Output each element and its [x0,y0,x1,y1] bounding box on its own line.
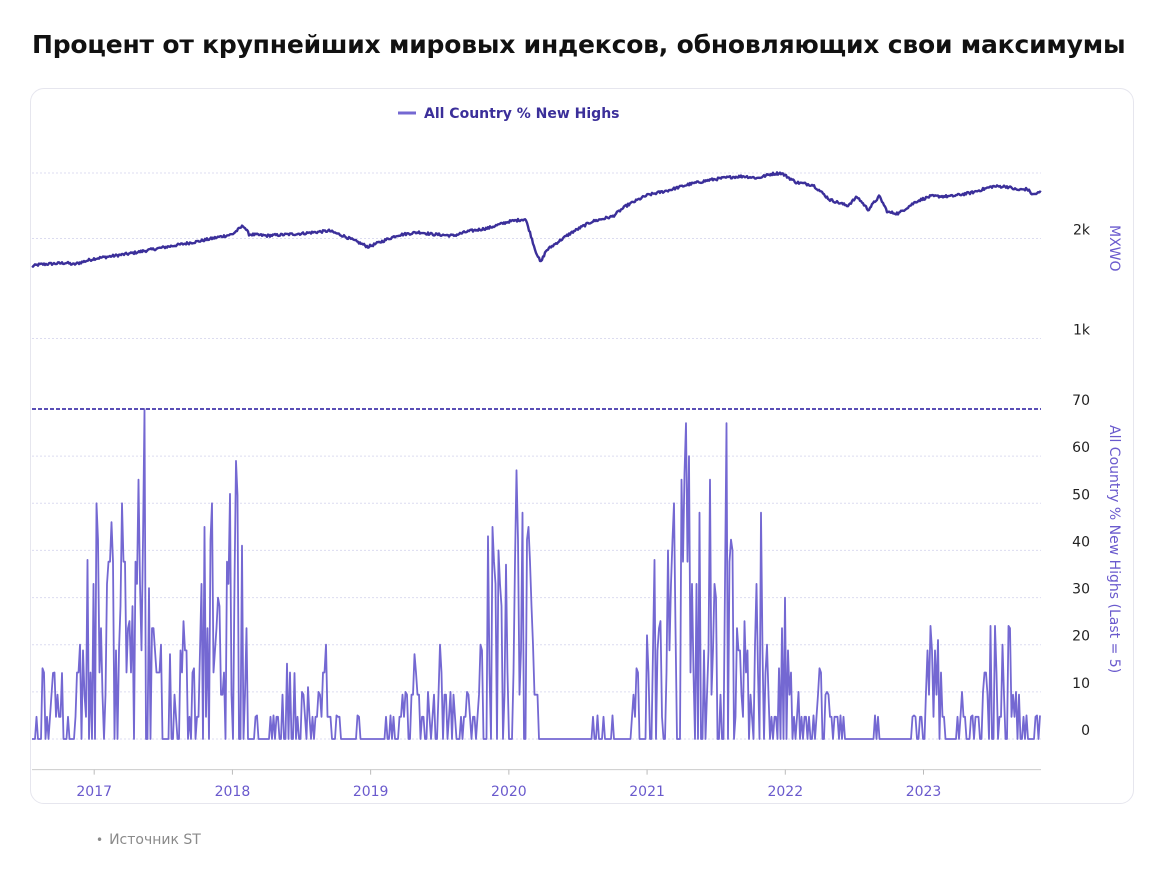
legend-label: All Country % New Highs [424,106,620,122]
bottom-y-ticks: 0 10 20 30 40 50 60 70 [1072,393,1090,739]
bottom-series [32,408,1041,740]
top-y-tick-label: 2k [1073,223,1091,239]
mxwo-series-line [31,171,1042,268]
x-tick-label: 2023 [906,784,942,800]
source-label: Источник ST [109,832,201,848]
source-note: • Источник ST [96,832,201,848]
bottom-y-tick-label: 70 [1072,393,1090,409]
chart-title: Процент от крупнейших мировых индексов, … [32,30,1126,59]
x-tick-label: 2020 [491,784,527,800]
top-y-axis-label: MXWO [1106,225,1122,272]
top-grid [32,172,1041,340]
top-series [31,171,1042,268]
bottom-y-tick-label: 10 [1072,676,1090,692]
bottom-y-tick-label: 20 [1072,629,1090,645]
x-tick-label: 2021 [629,784,665,800]
x-tick-label: 2017 [76,784,112,800]
bottom-y-tick-label: 30 [1072,582,1090,598]
bottom-y-axis-label: All Country % New Highs (Last = 5) [1106,425,1122,673]
bottom-y-tick-label: 60 [1072,440,1090,456]
x-axis: 2017 2018 2019 2020 2021 2022 2023 [76,769,942,800]
legend[interactable]: All Country % New Highs [398,106,620,122]
chart-card [30,88,1134,804]
x-tick-label: 2019 [353,784,389,800]
new-highs-series-line [32,408,1041,740]
top-y-ticks: 1k 2k [1073,223,1091,339]
source-bullet: • [96,833,104,847]
top-y-tick-label: 1k [1073,323,1091,339]
x-tick-label: 2022 [767,784,803,800]
bottom-y-tick-label: 50 [1072,487,1090,503]
bottom-grid [32,455,1041,771]
x-tick-label: 2018 [215,784,251,800]
bottom-y-tick-label: 40 [1072,534,1090,550]
bottom-y-tick-label: 0 [1081,723,1090,739]
